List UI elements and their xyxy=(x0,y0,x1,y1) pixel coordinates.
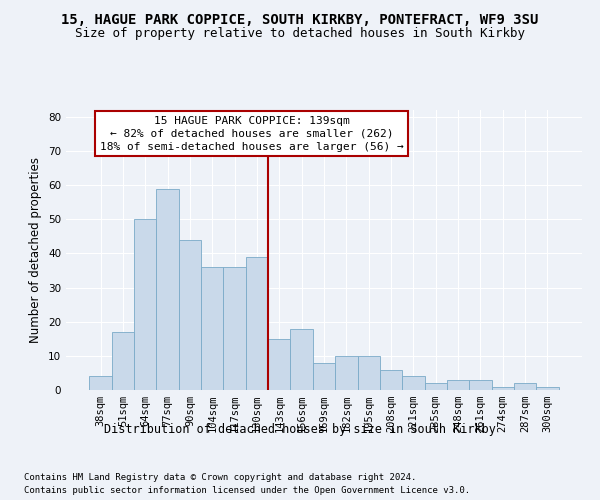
Bar xyxy=(201,267,223,390)
Bar xyxy=(402,376,425,390)
Bar xyxy=(358,356,380,390)
Bar xyxy=(290,328,313,390)
Text: Contains HM Land Registry data © Crown copyright and database right 2024.: Contains HM Land Registry data © Crown c… xyxy=(24,472,416,482)
Bar xyxy=(447,380,469,390)
Bar xyxy=(179,240,201,390)
Bar xyxy=(335,356,358,390)
Bar xyxy=(223,267,246,390)
Bar xyxy=(469,380,491,390)
Text: Size of property relative to detached houses in South Kirkby: Size of property relative to detached ho… xyxy=(75,28,525,40)
Text: Contains public sector information licensed under the Open Government Licence v3: Contains public sector information licen… xyxy=(24,486,470,495)
Text: 15 HAGUE PARK COPPICE: 139sqm
← 82% of detached houses are smaller (262)
18% of : 15 HAGUE PARK COPPICE: 139sqm ← 82% of d… xyxy=(100,116,404,152)
Bar xyxy=(246,257,268,390)
Bar xyxy=(134,220,157,390)
Bar xyxy=(157,188,179,390)
Bar xyxy=(514,383,536,390)
Bar xyxy=(380,370,402,390)
Bar xyxy=(89,376,112,390)
Bar xyxy=(112,332,134,390)
Bar xyxy=(491,386,514,390)
Y-axis label: Number of detached properties: Number of detached properties xyxy=(29,157,43,343)
Bar xyxy=(536,386,559,390)
Text: 15, HAGUE PARK COPPICE, SOUTH KIRKBY, PONTEFRACT, WF9 3SU: 15, HAGUE PARK COPPICE, SOUTH KIRKBY, PO… xyxy=(61,12,539,26)
Bar xyxy=(268,339,290,390)
Text: Distribution of detached houses by size in South Kirkby: Distribution of detached houses by size … xyxy=(104,422,496,436)
Bar xyxy=(313,362,335,390)
Bar xyxy=(425,383,447,390)
